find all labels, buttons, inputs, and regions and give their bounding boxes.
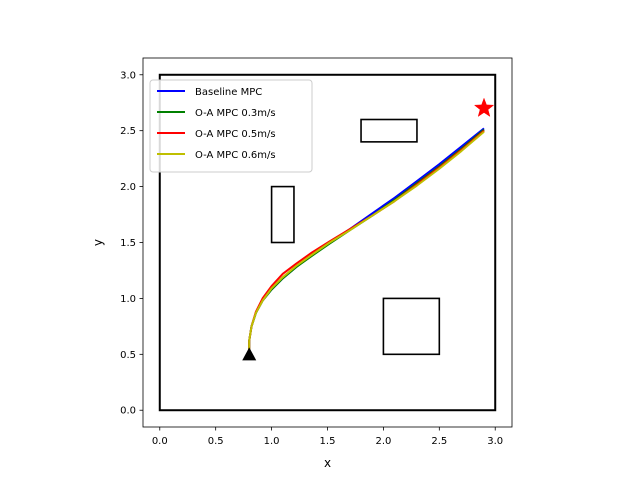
y-axis-ticks: 0.0 0.5 1.0 1.5 2.0 2.5 3.0 <box>120 70 143 417</box>
x-tick-label: 1.0 <box>264 436 280 447</box>
y-tick-label: 1.0 <box>120 294 136 305</box>
workspace-boundary <box>158 73 497 412</box>
y-tick-label: 2.0 <box>120 182 136 193</box>
x-tick-label: 3.0 <box>487 436 503 447</box>
obstacle <box>360 118 418 143</box>
legend-entry: O-A MPC 0.3m/s <box>195 108 276 119</box>
y-tick-label: 0.5 <box>120 350 136 361</box>
x-tick-label: 0.0 <box>152 436 168 447</box>
x-axis-label: x <box>324 456 331 470</box>
obstacle <box>270 185 295 244</box>
series-line-o-a-mpc-0-6m-s <box>248 131 485 355</box>
legend-entry: Baseline MPC <box>195 87 262 98</box>
legend: Baseline MPC O-A MPC 0.3m/s O-A MPC 0.5m/s… <box>149 79 313 173</box>
y-tick-label: 2.5 <box>120 126 136 137</box>
legend-entry: O-A MPC 0.5m/s <box>195 129 276 140</box>
legend-entry: O-A MPC 0.6m/s <box>195 150 276 161</box>
y-tick-label: 3.0 <box>120 70 136 81</box>
y-tick-label: 1.5 <box>120 238 136 249</box>
x-tick-label: 1.5 <box>320 436 336 447</box>
x-axis-ticks: 0.0 0.5 1.0 1.5 2.0 2.5 3.0 <box>152 427 503 447</box>
x-tick-label: 2.5 <box>431 436 447 447</box>
obstacle <box>382 297 441 356</box>
start-marker <box>242 347 257 361</box>
x-tick-label: 0.5 <box>208 436 224 447</box>
legend-box <box>149 79 313 173</box>
plot-area <box>142 57 513 428</box>
y-tick-label: 0.0 <box>120 406 136 417</box>
x-tick-label: 2.0 <box>375 436 391 447</box>
goal-star-marker <box>473 97 495 117</box>
y-axis-label: y <box>91 239 105 246</box>
